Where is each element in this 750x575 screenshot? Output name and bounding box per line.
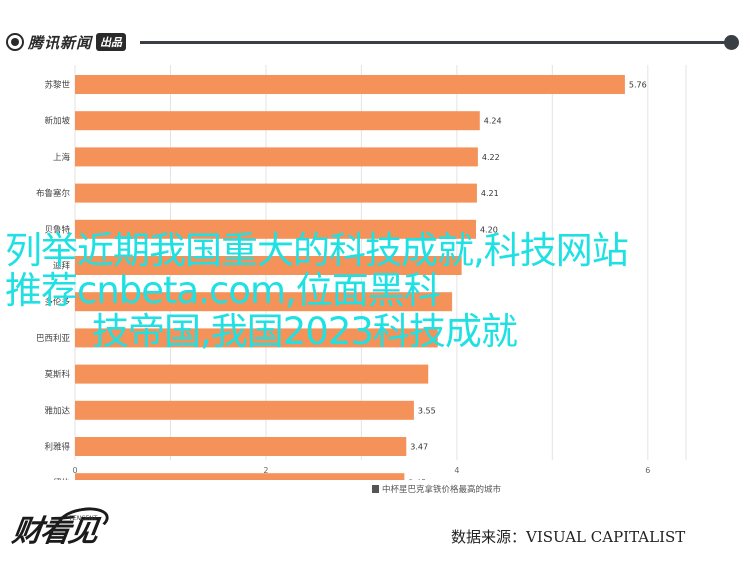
bar <box>75 183 477 203</box>
header-dot-icon <box>724 35 739 50</box>
category-label: 贝鲁特 <box>44 224 70 235</box>
bar <box>75 292 453 312</box>
brand-sub: TENCENT <box>69 515 98 522</box>
bar <box>75 147 478 167</box>
brand-logo: 财看见 TENCENT <box>10 503 111 549</box>
data-label: 3.55 <box>418 406 436 415</box>
data-label: 4.24 <box>484 117 502 126</box>
data-label: 4.22 <box>482 153 500 162</box>
category-label: 布鲁塞尔 <box>36 188 71 199</box>
bar <box>75 400 414 420</box>
bar <box>75 256 462 275</box>
tencent-news-logo: 腾讯新闻 出品 <box>6 30 127 54</box>
category-label: 巴西利亚 <box>36 333 71 344</box>
logo-circle-icon <box>6 33 24 51</box>
data-source-credit: 数据来源：VISUAL CAPITALIST <box>451 528 686 546</box>
header-divider <box>140 41 730 44</box>
data-label: 3.47 <box>410 443 428 452</box>
data-label: 3.45 <box>408 479 426 480</box>
category-label: 纽约 <box>53 478 70 480</box>
x-tick-label: 0 <box>72 466 77 475</box>
category-label: 利雅得 <box>44 442 70 453</box>
chart-xlabel: 中杯星巴克拿铁价格最高的城市 <box>382 485 502 495</box>
bar <box>75 75 625 94</box>
cup-icon <box>372 485 379 493</box>
data-label: 4.20 <box>480 225 498 234</box>
category-label: 雅加达 <box>44 405 70 416</box>
category-label: 苏黎世 <box>44 80 70 91</box>
logo-text: 腾讯新闻 <box>28 33 93 52</box>
bar <box>75 364 429 384</box>
x-tick-label: 4 <box>454 466 459 475</box>
category-label: 迪拜 <box>53 261 71 272</box>
category-label: 莫斯科 <box>44 369 70 380</box>
category-label: 多伦多 <box>44 297 70 308</box>
data-label: 4.21 <box>481 189 499 198</box>
x-tick-label: 2 <box>263 466 268 475</box>
x-tick-label: 6 <box>645 466 650 475</box>
category-label: 上海 <box>53 152 71 163</box>
bar <box>75 437 407 456</box>
bar-chart: 0 2 4 6 苏黎世 5.76 新加坡 4.24 上海 4.22 布鲁塞尔 4.21 贝鲁特 4.20 迪… <box>36 65 687 480</box>
bar <box>75 219 476 239</box>
data-label: 5.76 <box>629 81 647 90</box>
category-label: 新加坡 <box>44 116 70 127</box>
bar <box>75 473 405 480</box>
header-bar: 腾讯新闻 出品 <box>0 22 750 62</box>
logo-tag: 出品 <box>96 33 127 51</box>
bar <box>75 328 438 348</box>
chart-caption: 中杯星巴克拿铁价格最高的城市 <box>372 483 501 495</box>
bar <box>75 111 480 131</box>
